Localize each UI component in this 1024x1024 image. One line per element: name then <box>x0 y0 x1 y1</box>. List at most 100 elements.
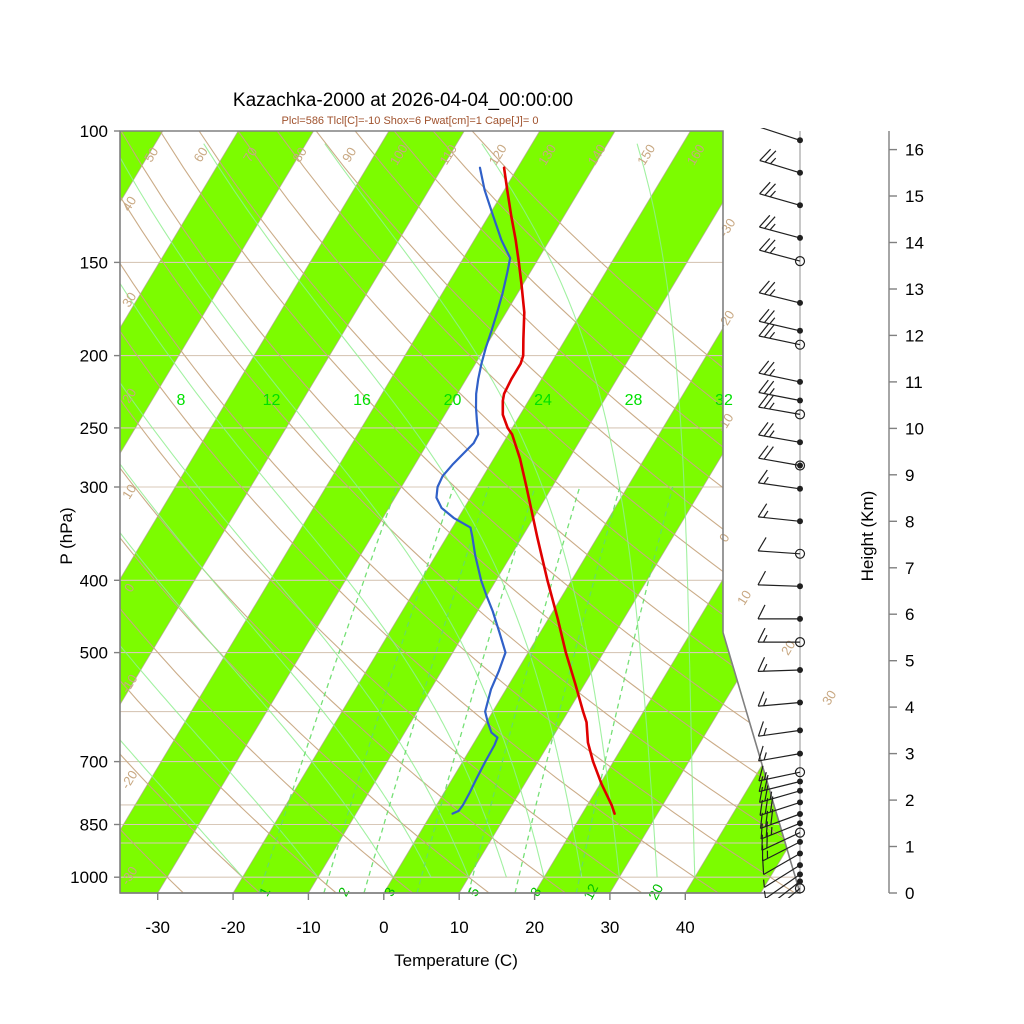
temperature-tick-label: 10 <box>450 918 469 937</box>
dry-adiabat-label: 60 <box>190 145 210 165</box>
wind-barb <box>757 721 803 737</box>
wind-barb <box>762 850 803 876</box>
dry-adiabat-label: 80 <box>289 145 309 165</box>
pressure-tick-label: 100 <box>80 122 108 141</box>
pressure-tick-label: 850 <box>80 816 108 835</box>
pressure-tick-label: 300 <box>80 478 108 497</box>
dry-adiabat-label: 50 <box>141 145 161 165</box>
wind-barb <box>758 379 803 404</box>
pressure-tick-label: 700 <box>80 753 108 772</box>
wind-barb <box>759 148 803 176</box>
wind-barb <box>758 422 803 446</box>
mixing-ratio-label: 28 <box>625 392 643 409</box>
page-title: Kazachka-2000 at 2026-04-04_00:00:00 <box>233 90 573 111</box>
wind-barb <box>758 774 803 793</box>
dry-adiabat-label: 30 <box>119 290 139 310</box>
wind-barb <box>758 745 803 762</box>
mixing-ratio-label: 12 <box>263 392 281 409</box>
wind-barb <box>758 360 803 385</box>
wind-barb <box>760 128 803 144</box>
wind-barb <box>758 765 806 782</box>
wind-barb <box>763 871 803 898</box>
wind-barb <box>760 820 803 840</box>
wind-barb <box>757 627 806 648</box>
height-tick-label: 11 <box>905 373 923 392</box>
wind-barb <box>761 827 806 851</box>
temperature-tick-label: 20 <box>525 918 544 937</box>
mixing-ratio-label: 32 <box>715 392 733 409</box>
mixing-ratio-label: 12 <box>580 881 602 902</box>
height-tick-label: 3 <box>905 745 914 764</box>
dry-adiabat-label: 20 <box>119 386 139 406</box>
mixing-ratio-label: 20 <box>444 392 462 409</box>
height-tick-label: 4 <box>905 698 914 717</box>
height-tick-label: 2 <box>905 791 914 810</box>
mixing-ratio-label: 24 <box>534 392 552 409</box>
wind-barb <box>758 238 806 267</box>
wind-barb <box>777 878 803 898</box>
height-tick-label: 13 <box>905 280 924 299</box>
subtitle-stats: Plcl=586 Tlcl[C]=-10 Shox=6 Pwat[cm]=1 C… <box>282 115 539 127</box>
temperature-tick-label: -20 <box>221 918 246 937</box>
temperature-tick-label: -30 <box>145 918 170 937</box>
wind-barb <box>759 181 803 209</box>
wind-barb <box>757 570 803 590</box>
wind-barb <box>761 838 803 862</box>
pressure-tick-label: 1000 <box>70 868 108 887</box>
mixing-ratio-label: 20 <box>645 881 667 902</box>
wind-barb-column <box>757 128 806 898</box>
dry-adiabat-label: 10 <box>734 588 754 608</box>
height-tick-label: 0 <box>905 884 914 903</box>
wind-barb <box>758 445 806 471</box>
temperature-tick-label: 0 <box>379 918 388 937</box>
temperature-trace <box>501 166 616 815</box>
wind-barb <box>758 323 806 350</box>
height-tick-label: 9 <box>905 466 914 485</box>
temperature-tick-label: -10 <box>296 918 321 937</box>
sounding-traces <box>435 166 616 815</box>
pressure-tick-label: 400 <box>80 571 108 590</box>
wind-barb <box>757 691 803 707</box>
wind-barb <box>758 214 803 241</box>
dewpoint-trace <box>435 166 512 815</box>
height-tick-label: 10 <box>905 419 924 438</box>
wind-barb <box>757 537 806 559</box>
height-tick-label: 5 <box>905 652 914 671</box>
pressure-tick-label: 200 <box>80 347 108 366</box>
pressure-tick-label: 250 <box>80 419 108 438</box>
wind-barb <box>758 308 803 334</box>
height-tick-label: 7 <box>905 559 914 578</box>
y-axis-label: P (hPa) <box>57 507 76 564</box>
height-tick-label: 1 <box>905 838 914 857</box>
wind-barb <box>763 862 803 888</box>
pressure-tick-label: 500 <box>80 644 108 663</box>
y2-axis-label: Height (Km) <box>858 491 877 582</box>
wind-barb <box>757 656 803 673</box>
height-tick-label: 16 <box>905 141 924 160</box>
mixing-ratio-label: 8 <box>177 392 186 409</box>
mixing-ratio-grid <box>258 486 674 893</box>
pressure-tick-label: 150 <box>80 253 108 272</box>
pressure-axis: 100 150 200 250 300 400 500 700 850 1000 <box>70 122 120 887</box>
wind-barb <box>757 469 803 492</box>
wind-barb <box>758 394 806 420</box>
dry-adiabat-label: 30 <box>819 688 839 708</box>
temperature-tick-label: 40 <box>676 918 695 937</box>
height-tick-label: 14 <box>905 234 924 253</box>
wind-barb <box>757 604 803 622</box>
temperature-tick-label: 30 <box>600 918 619 937</box>
wind-barb <box>758 280 803 306</box>
height-tick-label: 8 <box>905 512 914 531</box>
dry-adiabat-label: 40 <box>119 194 139 214</box>
height-tick-label: 15 <box>905 187 924 206</box>
height-tick-label: 6 <box>905 605 914 624</box>
isobar-grid <box>120 131 800 878</box>
temperature-axis: -30 -20 -10 0 10 20 30 40 <box>120 892 800 937</box>
moist-adiabat-grid <box>120 143 696 878</box>
dry-adiabat-label: 90 <box>339 145 359 165</box>
isotherm-grid <box>120 131 800 893</box>
dry-adiabat-label: 10 <box>119 482 139 502</box>
